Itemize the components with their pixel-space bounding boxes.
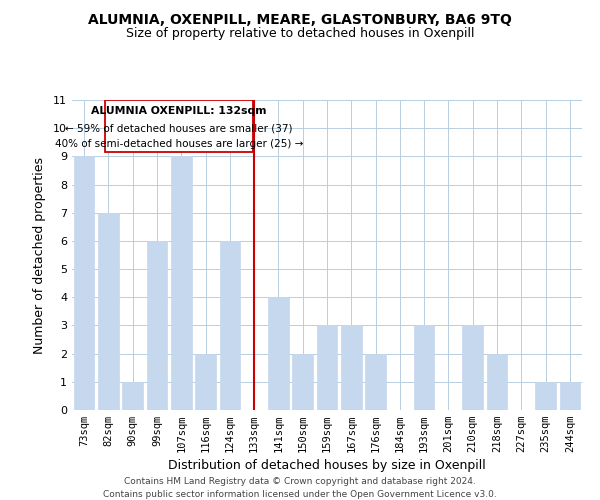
Bar: [171, 156, 191, 410]
Bar: [220, 241, 240, 410]
Text: Contains HM Land Registry data © Crown copyright and database right 2024.: Contains HM Land Registry data © Crown c…: [124, 478, 476, 486]
Y-axis label: Number of detached properties: Number of detached properties: [33, 156, 46, 354]
FancyBboxPatch shape: [105, 100, 253, 152]
Bar: [414, 326, 434, 410]
Bar: [195, 354, 216, 410]
Bar: [535, 382, 556, 410]
Bar: [365, 354, 386, 410]
Text: ALUMNIA, OXENPILL, MEARE, GLASTONBURY, BA6 9TQ: ALUMNIA, OXENPILL, MEARE, GLASTONBURY, B…: [88, 12, 512, 26]
Text: Size of property relative to detached houses in Oxenpill: Size of property relative to detached ho…: [126, 28, 474, 40]
Text: Contains public sector information licensed under the Open Government Licence v3: Contains public sector information licen…: [103, 490, 497, 499]
Bar: [463, 326, 483, 410]
Bar: [146, 241, 167, 410]
Bar: [292, 354, 313, 410]
Text: 40% of semi-detached houses are larger (25) →: 40% of semi-detached houses are larger (…: [55, 138, 303, 148]
Bar: [122, 382, 143, 410]
Text: ← 59% of detached houses are smaller (37): ← 59% of detached houses are smaller (37…: [65, 123, 293, 133]
Bar: [487, 354, 508, 410]
X-axis label: Distribution of detached houses by size in Oxenpill: Distribution of detached houses by size …: [168, 460, 486, 472]
Bar: [560, 382, 580, 410]
Bar: [317, 326, 337, 410]
Text: ALUMNIA OXENPILL: 132sqm: ALUMNIA OXENPILL: 132sqm: [91, 106, 266, 117]
Bar: [74, 156, 94, 410]
Bar: [341, 326, 362, 410]
Bar: [268, 298, 289, 410]
Bar: [98, 212, 119, 410]
